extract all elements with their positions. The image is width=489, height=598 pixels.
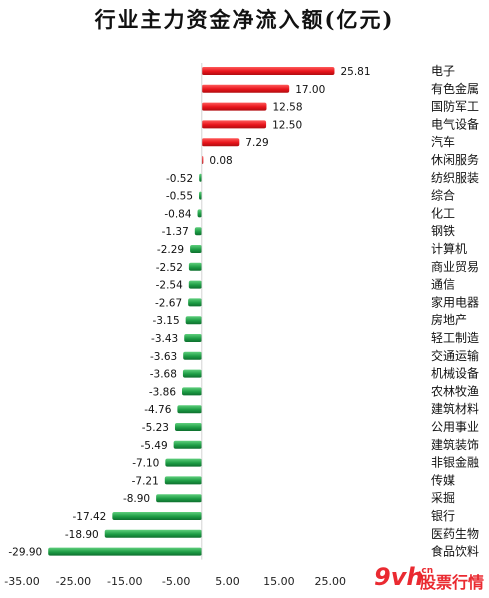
- value-label: -8.90: [123, 493, 150, 505]
- value-label: -18.90: [65, 529, 99, 541]
- value-label: -2.52: [156, 262, 183, 274]
- bar-通信: [188, 280, 202, 289]
- bar-建筑装饰: [173, 440, 202, 449]
- x-tick-label: -5.00: [162, 575, 190, 588]
- value-label: -17.42: [72, 511, 106, 523]
- bar-国防军工: [201, 102, 267, 111]
- value-label: -3.86: [149, 386, 176, 398]
- category-label: 建筑装饰: [431, 437, 479, 452]
- bar-交通运输: [183, 351, 202, 360]
- value-label: -5.23: [142, 422, 169, 434]
- value-label: 7.29: [245, 137, 268, 149]
- x-tick-label: 5.00: [215, 575, 240, 588]
- category-label: 综合: [431, 188, 455, 203]
- category-label: 医药生物: [431, 527, 479, 541]
- category-label: 农林牧渔: [431, 384, 479, 398]
- value-label: 17.00: [295, 84, 325, 96]
- category-label: 计算机: [431, 241, 467, 256]
- category-label: 通信: [431, 278, 455, 292]
- value-label: -7.21: [132, 475, 159, 487]
- category-label: 房地产: [431, 312, 467, 327]
- value-label: -0.84: [164, 208, 191, 220]
- category-label: 交通运输: [431, 348, 479, 363]
- x-tick-label: -15.00: [107, 575, 142, 588]
- category-labels: 电子有色金属国防军工电气设备汽车休闲服务纺织服装综合化工钢铁计算机商业贸易通信家…: [431, 64, 479, 559]
- category-label: 机械设备: [431, 366, 479, 381]
- bar-电子: [201, 67, 335, 75]
- category-label: 银行: [431, 509, 455, 523]
- bar-银行: [112, 512, 202, 520]
- watermark-prefix: 9vh: [374, 563, 423, 591]
- value-label: -2.67: [155, 297, 182, 309]
- value-label: -5.49: [140, 440, 167, 452]
- value-label: -2.54: [156, 280, 183, 292]
- bars-layer: 25.81 17.00 12.58 12.50 7.29 0.08 -0.52 -0.55 -0…: [8, 66, 370, 559]
- value-label: -3.43: [151, 333, 178, 345]
- value-label: -0.52: [166, 173, 193, 185]
- category-label: 采掘: [431, 490, 455, 505]
- bar-纺织服装: [199, 173, 202, 182]
- category-label: 家用电器: [431, 294, 479, 309]
- bar-房地产: [185, 316, 202, 325]
- value-label: -29.90: [8, 547, 42, 559]
- category-label: 有色金属: [431, 81, 479, 96]
- bar-农林牧渔: [182, 387, 202, 396]
- category-label: 轻工制造: [431, 331, 479, 345]
- category-label: 商业贸易: [431, 259, 479, 274]
- watermark-logo: 9vh .cn 股票行情: [374, 563, 484, 592]
- value-label: 12.50: [272, 119, 302, 131]
- value-label: -4.76: [144, 404, 171, 416]
- bar-机械设备: [182, 369, 202, 378]
- value-label: -2.29: [157, 244, 184, 256]
- category-label: 非银金融: [431, 455, 479, 470]
- bar-非银金融: [165, 458, 202, 467]
- bar-汽车: [201, 138, 240, 147]
- watermark-text: 股票行情: [420, 573, 484, 592]
- bar-轻工制造: [184, 334, 202, 342]
- bar-商业贸易: [188, 262, 202, 271]
- value-label: 0.08: [209, 155, 232, 167]
- chart-title: 行业主力资金净流入额(亿元): [94, 7, 395, 32]
- value-label: -3.15: [152, 315, 179, 327]
- x-axis: -35.00 -25.00 -15.00 -5.00 5.00 15.00 25.00: [4, 63, 346, 588]
- value-label: -3.68: [150, 369, 177, 381]
- bar-化工: [197, 209, 202, 218]
- category-label: 纺织服装: [431, 171, 479, 185]
- x-tick-label: 25.00: [315, 575, 347, 588]
- category-label: 建筑材料: [431, 401, 479, 416]
- bar-传媒: [164, 476, 202, 485]
- value-label: 25.81: [340, 66, 370, 78]
- bar-有色金属: [201, 84, 290, 93]
- x-tick-label: 15.00: [263, 575, 295, 588]
- category-label: 传媒: [431, 472, 455, 487]
- value-label: -0.55: [166, 191, 193, 203]
- bar-公用事业: [174, 423, 202, 431]
- category-label: 食品饮料: [431, 544, 479, 559]
- bar-医药生物: [104, 529, 202, 538]
- category-label: 钢铁: [431, 224, 455, 238]
- x-tick-label: -35.00: [4, 575, 39, 588]
- bar-建筑材料: [177, 405, 202, 414]
- category-label: 电子: [431, 64, 455, 78]
- x-tick-label: -25.00: [56, 575, 91, 588]
- category-label: 国防军工: [431, 99, 479, 114]
- value-label: -3.63: [150, 351, 177, 363]
- watermark-suffix: .cn: [418, 566, 433, 576]
- bar-家用电器: [188, 298, 202, 307]
- value-label: -1.37: [162, 226, 189, 238]
- bar-综合: [199, 191, 202, 200]
- bar-钢铁: [194, 227, 202, 236]
- category-label: 电气设备: [431, 116, 479, 131]
- bar-食品饮料: [48, 547, 202, 556]
- value-label: 12.58: [272, 102, 302, 114]
- category-label: 休闲服务: [431, 152, 479, 167]
- category-label: 汽车: [431, 134, 455, 149]
- category-label: 公用事业: [431, 420, 479, 434]
- bar-电气设备: [201, 120, 267, 129]
- bar-计算机: [190, 245, 202, 253]
- category-label: 化工: [431, 206, 455, 220]
- bar-采掘: [156, 494, 202, 503]
- value-label: -7.10: [132, 458, 159, 470]
